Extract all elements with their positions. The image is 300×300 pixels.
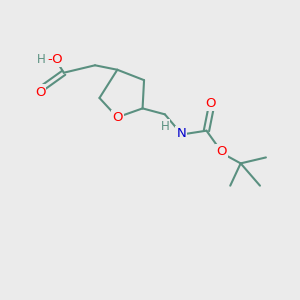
Text: -O: -O (47, 53, 63, 66)
Text: O: O (35, 85, 45, 98)
Text: H: H (37, 53, 46, 66)
Text: O: O (216, 145, 226, 158)
Text: O: O (112, 111, 123, 124)
Text: O: O (206, 98, 216, 110)
Text: N: N (176, 127, 186, 140)
Text: H: H (160, 120, 169, 133)
